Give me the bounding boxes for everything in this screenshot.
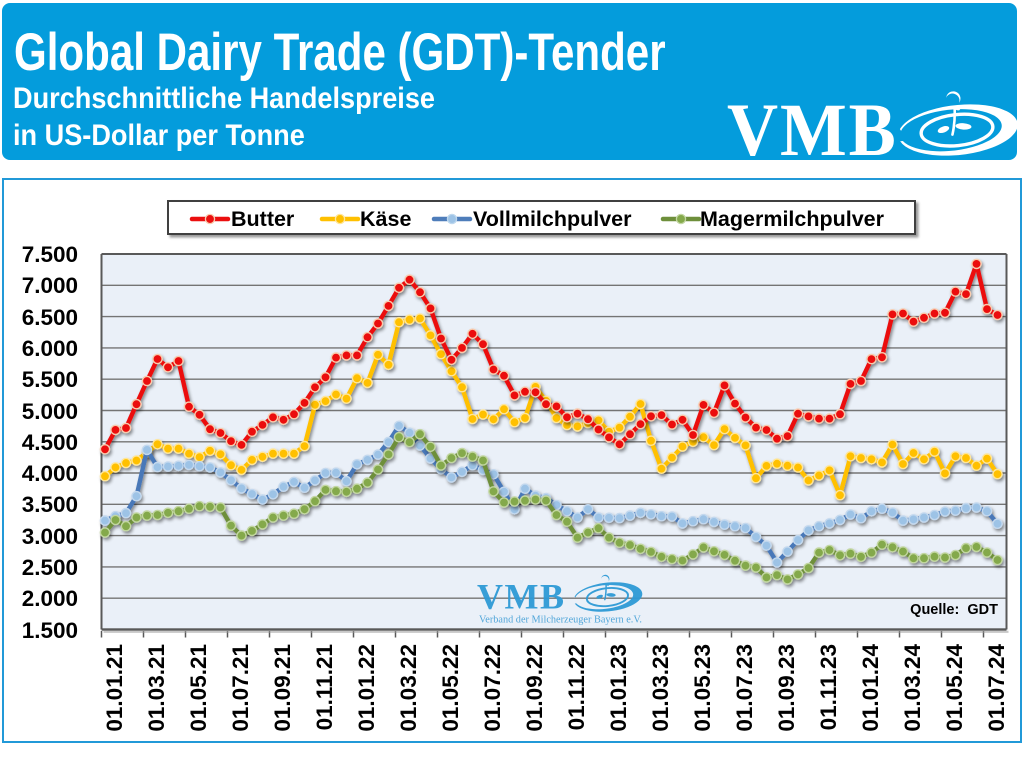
svg-text:VMB: VMB: [477, 577, 566, 617]
svg-text:Verband der Milcherzeuger Baye: Verband der Milcherzeuger Bayern e.V.: [479, 615, 642, 626]
